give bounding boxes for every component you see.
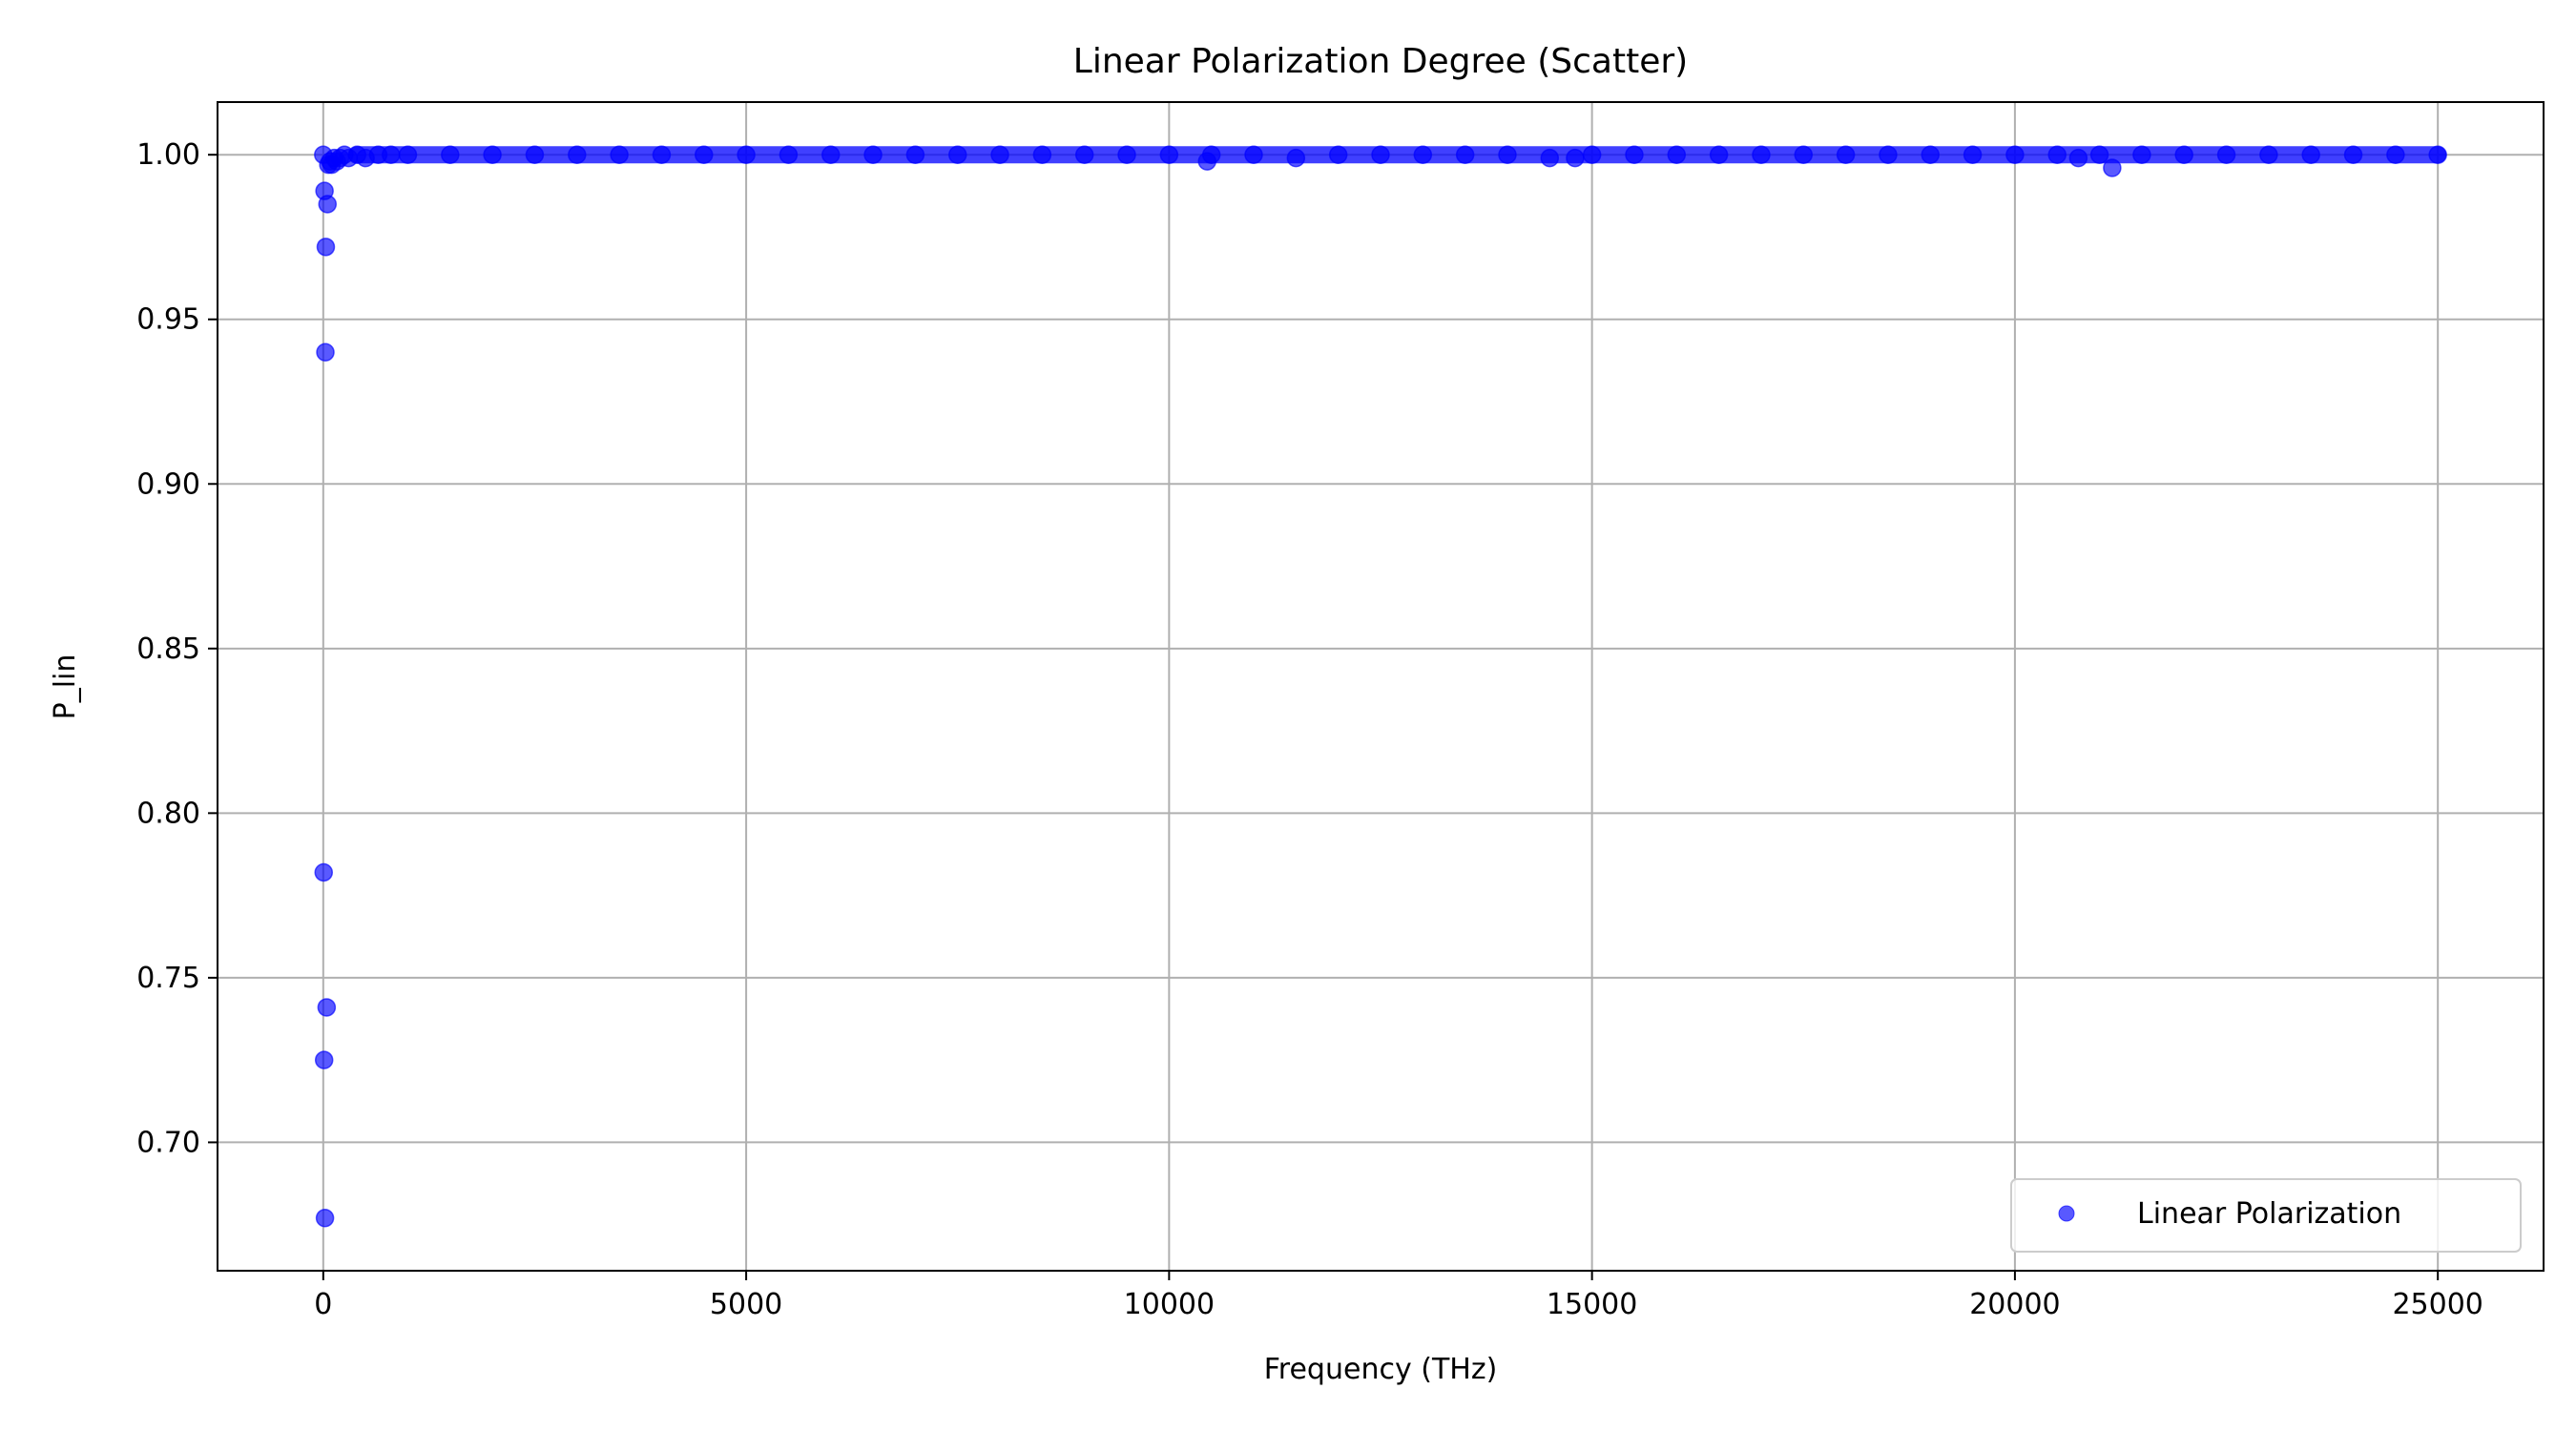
y-axis-label: P_lin	[49, 654, 82, 720]
x-tick-label: 5000	[710, 1288, 782, 1321]
axis-ticks: 0 5000 10000 15000 20000 25000 0.70 0.75 0.80 0.8…	[136, 138, 2483, 1321]
data-point	[779, 145, 799, 164]
y-tick-label: 0.75	[136, 962, 200, 995]
data-point	[821, 145, 841, 164]
data-point	[1201, 145, 1221, 164]
data-point	[1709, 145, 1729, 164]
data-point	[314, 862, 334, 882]
data-point	[990, 145, 1009, 164]
data-point	[1540, 148, 1560, 168]
chart-title: Linear Polarization Degree (Scatter)	[1073, 42, 1688, 81]
y-tick-label: 0.90	[136, 467, 200, 501]
data-point	[610, 145, 629, 164]
data-point	[1667, 145, 1687, 164]
data-point	[1836, 145, 1856, 164]
data-point	[568, 145, 587, 164]
data-point	[2005, 145, 2025, 164]
data-point	[652, 145, 672, 164]
data-point	[1455, 145, 1475, 164]
data-point	[2428, 145, 2447, 164]
x-tick-label: 20000	[1969, 1288, 2060, 1321]
data-point	[1498, 145, 1517, 164]
data-point	[1032, 145, 1052, 164]
data-point	[316, 342, 335, 363]
data-points	[314, 145, 2447, 1228]
x-tick-label: 15000	[1547, 1288, 1637, 1321]
plot-frame	[217, 101, 2545, 1272]
data-point	[1371, 145, 1390, 164]
data-point	[695, 145, 714, 164]
data-point	[2103, 158, 2122, 177]
data-point	[863, 145, 883, 164]
data-point	[483, 145, 502, 164]
data-point	[314, 1050, 334, 1069]
x-axis-label: Frequency (THz)	[1264, 1353, 1498, 1386]
data-point	[1159, 145, 1179, 164]
data-point	[316, 238, 336, 257]
y-tick-label: 0.80	[136, 797, 200, 830]
grid	[218, 102, 2544, 1271]
data-point	[1566, 148, 1585, 168]
data-point	[315, 1209, 335, 1228]
data-point	[2174, 145, 2193, 164]
data-point	[905, 145, 925, 164]
data-point	[317, 998, 337, 1017]
x-tick-label: 25000	[2392, 1288, 2483, 1321]
y-tick-label: 0.70	[136, 1126, 200, 1159]
data-point	[1582, 145, 1602, 164]
data-point	[1413, 145, 1433, 164]
data-point	[2132, 145, 2151, 164]
y-tick-label: 0.85	[136, 633, 200, 666]
data-point	[1921, 145, 1941, 164]
data-point	[381, 145, 401, 164]
data-point	[318, 195, 338, 214]
legend-label: Linear Polarization	[2137, 1197, 2401, 1231]
data-point	[1117, 145, 1136, 164]
data-point	[1244, 145, 1263, 164]
data-point	[2068, 148, 2088, 168]
x-tick-label: 10000	[1124, 1288, 1215, 1321]
data-point	[1752, 145, 1771, 164]
data-point	[1879, 145, 1898, 164]
data-point	[2386, 145, 2405, 164]
legend-marker	[2058, 1205, 2075, 1222]
data-point	[2047, 145, 2067, 164]
data-point	[2301, 145, 2320, 164]
data-point	[1074, 145, 1094, 164]
data-point	[1625, 145, 1644, 164]
y-tick-label: 0.95	[136, 303, 200, 337]
legend-box	[2010, 1178, 2522, 1253]
legend: Linear Polarization	[2010, 1178, 2522, 1253]
data-point	[2259, 145, 2278, 164]
data-point	[737, 145, 756, 164]
data-point	[2089, 145, 2109, 164]
x-tick-label: 0	[314, 1288, 332, 1321]
data-point	[1286, 148, 1306, 168]
data-point	[2216, 145, 2236, 164]
data-point	[1328, 145, 1348, 164]
data-point	[1794, 145, 1814, 164]
data-point	[1963, 145, 1983, 164]
data-point	[398, 145, 418, 164]
data-point	[2343, 145, 2363, 164]
y-tick-label: 1.00	[136, 138, 200, 172]
data-point	[525, 145, 545, 164]
data-point	[947, 145, 967, 164]
data-point	[441, 145, 460, 164]
